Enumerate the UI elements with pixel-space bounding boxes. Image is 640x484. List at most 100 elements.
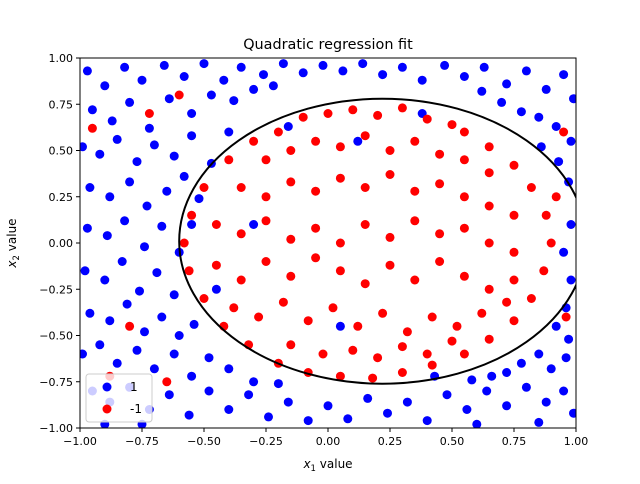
- data-point-series-minus-1: [484, 334, 494, 344]
- data-point-series-minus-1: [410, 136, 420, 146]
- chart-title: Quadratic regression fit: [243, 37, 413, 53]
- data-point-series-minus-1: [410, 275, 420, 285]
- data-point-series-1: [125, 97, 135, 107]
- x-axis-label-base: x: [302, 457, 311, 471]
- data-point-series-1: [383, 408, 392, 418]
- data-point-series-1: [157, 312, 167, 322]
- y-tick-label: 1.00: [49, 52, 74, 65]
- data-point-series-1: [100, 275, 110, 285]
- data-point-series-1: [162, 186, 172, 196]
- data-point-series-minus-1: [273, 127, 283, 137]
- data-point-series-minus-1: [125, 321, 135, 331]
- data-point-series-1: [283, 397, 293, 407]
- data-point-series-1: [516, 358, 526, 368]
- data-point-series-minus-1: [526, 183, 536, 192]
- data-point-series-minus-1: [311, 186, 321, 196]
- x-tick-label: −0.50: [187, 435, 221, 448]
- data-point-series-1: [487, 371, 497, 381]
- data-point-series-1: [144, 123, 154, 133]
- data-point-series-1: [318, 60, 328, 70]
- data-point-series-minus-1: [211, 260, 221, 270]
- data-point-series-minus-1: [559, 127, 569, 137]
- data-point-series-1: [122, 299, 132, 309]
- x-axis-ticks: −1.00 −0.75 −0.50 −0.25 0.00 0.25 0.50 0.75 1.00: [63, 428, 588, 448]
- data-point-series-1: [442, 390, 452, 400]
- data-point-series-minus-1: [435, 149, 445, 159]
- data-point-series-1: [179, 171, 189, 181]
- x-tick-label: 0.00: [316, 435, 341, 448]
- data-point-series-1: [541, 397, 551, 407]
- data-point-series-1: [554, 157, 564, 167]
- data-point-series-minus-1: [162, 377, 172, 387]
- x-tick-label: 1.00: [564, 435, 589, 448]
- y-axis-label-rest: value: [5, 218, 19, 255]
- data-point-series-minus-1: [477, 308, 487, 318]
- data-point-series-minus-1: [87, 123, 97, 133]
- data-point-series-minus-1: [286, 271, 296, 281]
- legend-marker-minus-1: [102, 404, 112, 414]
- data-point-series-minus-1: [459, 192, 469, 202]
- data-point-series-1: [95, 340, 105, 350]
- data-point-series-minus-1: [360, 279, 370, 289]
- data-point-series-minus-1: [261, 257, 271, 266]
- data-point-series-minus-1: [410, 216, 420, 226]
- data-point-series-minus-1: [484, 238, 494, 248]
- legend-label-minus-1: -1: [130, 402, 142, 416]
- data-point-series-1: [358, 59, 368, 69]
- data-point-series-1: [440, 60, 450, 70]
- data-point-series-1: [323, 401, 333, 411]
- data-point-series-minus-1: [378, 308, 388, 318]
- data-point-series-1: [363, 393, 373, 403]
- data-point-series-1: [559, 247, 569, 257]
- data-point-series-1: [338, 66, 348, 76]
- data-point-series-1: [152, 268, 162, 278]
- y-axis-ticks: −1.00 −0.75 −0.50 −0.25 0.00 0.25 0.50 0.75 1.00: [39, 52, 80, 435]
- data-point-series-1: [117, 257, 127, 266]
- data-point-series-1: [482, 386, 492, 396]
- data-point-series-1: [187, 131, 197, 141]
- x-tick-label: −0.75: [125, 435, 159, 448]
- data-point-series-minus-1: [509, 210, 519, 220]
- data-point-series-minus-1: [459, 155, 469, 165]
- data-point-series-1: [105, 316, 115, 326]
- data-point-series-minus-1: [184, 266, 194, 276]
- data-point-series-minus-1: [348, 105, 358, 115]
- y-tick-label: −0.25: [39, 283, 73, 296]
- data-point-series-minus-1: [484, 201, 494, 211]
- data-point-series-1: [353, 136, 363, 146]
- data-point-series-minus-1: [373, 110, 383, 120]
- data-point-series-1: [169, 151, 179, 161]
- data-point-series-minus-1: [459, 223, 469, 233]
- data-point-series-1: [417, 75, 427, 85]
- data-point-series-minus-1: [199, 183, 209, 192]
- data-point-series-1: [343, 414, 353, 424]
- data-point-series-minus-1: [353, 321, 363, 331]
- data-point-series-1: [502, 368, 512, 377]
- data-point-series-minus-1: [561, 312, 571, 322]
- data-point-series-1: [569, 408, 576, 418]
- data-point-series-1: [479, 62, 489, 72]
- data-point-series-minus-1: [427, 360, 437, 370]
- data-point-series-minus-1: [397, 342, 407, 352]
- data-point-series-1: [502, 79, 512, 89]
- data-point-series-1: [85, 308, 95, 318]
- data-point-series-1: [534, 112, 544, 122]
- data-point-series-1: [87, 105, 97, 115]
- data-point-series-minus-1: [249, 136, 259, 146]
- data-point-series-minus-1: [368, 373, 378, 383]
- data-point-series-1: [402, 397, 412, 407]
- data-point-series-1: [521, 382, 531, 392]
- data-point-series-minus-1: [484, 142, 494, 152]
- data-point-series-1: [149, 364, 159, 374]
- x-tick-label: −0.25: [249, 435, 283, 448]
- data-point-series-minus-1: [435, 257, 445, 266]
- data-point-series-1: [378, 70, 388, 80]
- data-point-series-1: [82, 223, 92, 233]
- data-point-series-1: [564, 334, 574, 344]
- data-point-series-1: [187, 220, 197, 229]
- data-point-series-minus-1: [236, 183, 246, 192]
- data-point-series-1: [120, 62, 130, 72]
- y-tick-label: 0.25: [49, 191, 74, 204]
- data-point-series-1: [278, 59, 288, 69]
- data-point-series-minus-1: [427, 312, 437, 322]
